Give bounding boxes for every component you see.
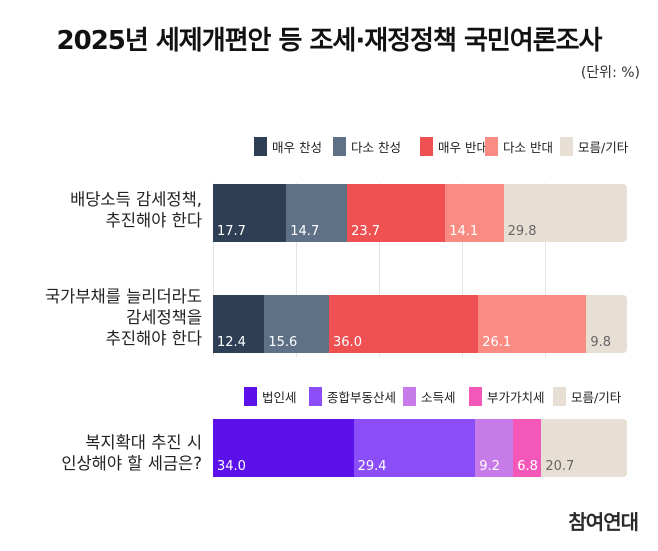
category-label-line: 국가부채를 늘리더라도 bbox=[44, 287, 202, 306]
data-label: 20.7 bbox=[545, 459, 575, 474]
stacked-bar: 12.4 15.6 36.0 26.1 9.8 bbox=[213, 295, 627, 353]
legend-swatch bbox=[403, 387, 416, 406]
legend-label: 다소 찬성 bbox=[351, 140, 401, 155]
category-label-line: 인상해야 할 세금은? bbox=[61, 454, 202, 473]
plot-gridlines bbox=[213, 183, 627, 357]
legend-swatch bbox=[333, 137, 346, 156]
data-label: 29.8 bbox=[507, 224, 537, 239]
legend-item: 다소 찬성 bbox=[333, 137, 401, 156]
stacked-bar: 34.0 29.4 9.2 6.8 20.7 bbox=[213, 419, 627, 477]
bar-segment: 29.8 bbox=[503, 184, 627, 242]
data-label: 6.8 bbox=[517, 459, 538, 474]
bar-segment: 9.8 bbox=[586, 295, 627, 353]
bar-segment: 36.0 bbox=[329, 295, 479, 353]
data-label: 17.7 bbox=[217, 224, 246, 239]
category-label-line: 복지확대 추진 시 bbox=[85, 433, 202, 452]
data-label: 34.0 bbox=[217, 459, 246, 474]
gridline bbox=[379, 183, 380, 357]
legend-item: 다소 반대 bbox=[485, 137, 553, 156]
bar-segment: 14.1 bbox=[445, 184, 504, 242]
legend-item: 법인세 bbox=[244, 387, 297, 406]
logo-chamyeoyeondae: 참여연대 bbox=[568, 510, 639, 534]
gridline bbox=[296, 183, 297, 357]
legend-item: 모름/기타 bbox=[560, 137, 628, 156]
legend-item: 매우 반대 bbox=[420, 137, 488, 156]
legend-label: 매우 찬성 bbox=[272, 140, 322, 155]
legend-item: 부가가치세 bbox=[469, 387, 545, 406]
legend-item: 모름/기타 bbox=[553, 387, 621, 406]
data-label: 26.1 bbox=[482, 335, 512, 350]
bar-segment: 15.6 bbox=[264, 295, 330, 353]
bar-segment: 34.0 bbox=[213, 419, 354, 477]
legend-label: 매우 반대 bbox=[438, 140, 488, 155]
category-label: 배당소득 감세정책, 추진해야 한다 bbox=[0, 189, 202, 231]
data-label: 12.4 bbox=[217, 335, 246, 350]
legend-swatch bbox=[560, 137, 573, 156]
legend-label: 종합부동산세 bbox=[327, 390, 397, 405]
legend-label: 소득세 bbox=[421, 390, 456, 405]
legend-swatch bbox=[553, 387, 566, 406]
data-label: 23.7 bbox=[351, 224, 381, 239]
bar-segment: 23.7 bbox=[347, 184, 446, 242]
legend-swatch bbox=[469, 387, 482, 406]
category-label-line: 배당소득 감세정책, bbox=[70, 190, 202, 209]
category-label-line: 추진해야 한다 bbox=[105, 329, 202, 348]
legend-item: 매우 찬성 bbox=[254, 137, 322, 156]
data-label: 14.7 bbox=[290, 224, 320, 239]
gridline bbox=[545, 183, 546, 357]
legend-tax: 법인세 종합부동산세 소득세 부가가치세 모름/기타 bbox=[0, 387, 658, 407]
legend-opinion: 매우 찬성 다소 찬성 매우 반대 다소 반대 모름/기타 bbox=[0, 137, 658, 157]
bar-segment: 29.4 bbox=[353, 419, 476, 477]
legend-item: 종합부동산세 bbox=[309, 387, 396, 406]
legend-swatch bbox=[309, 387, 322, 406]
category-label-line: 추진해야 한다 bbox=[105, 211, 202, 230]
bar-segment: 12.4 bbox=[213, 295, 265, 353]
stacked-bar: 17.7 14.7 23.7 14.1 29.8 bbox=[213, 184, 627, 242]
bar-segment: 6.8 bbox=[513, 419, 542, 477]
bar-segment: 17.7 bbox=[213, 184, 287, 242]
bar-segment: 14.7 bbox=[286, 184, 348, 242]
gridline bbox=[462, 183, 463, 357]
legend-swatch bbox=[420, 137, 433, 156]
bar-segment: 9.2 bbox=[475, 419, 514, 477]
legend-swatch bbox=[485, 137, 498, 156]
data-label: 9.8 bbox=[590, 335, 612, 350]
legend-label: 법인세 bbox=[262, 390, 297, 405]
data-label: 9.2 bbox=[479, 459, 500, 474]
data-label: 36.0 bbox=[333, 335, 362, 350]
legend-label: 모름/기타 bbox=[578, 140, 629, 155]
data-label: 29.4 bbox=[357, 459, 387, 474]
legend-item: 소득세 bbox=[403, 387, 456, 406]
data-label: 15.6 bbox=[268, 335, 298, 350]
gridline bbox=[213, 183, 214, 357]
legend-label: 모름/기타 bbox=[571, 390, 622, 405]
unit-label: (단위: %) bbox=[580, 65, 640, 81]
legend-label: 부가가치세 bbox=[487, 390, 545, 405]
legend-swatch bbox=[244, 387, 257, 406]
data-label: 14.1 bbox=[449, 224, 479, 239]
category-label-line: 감세정책을 bbox=[126, 308, 202, 327]
bar-segment: 26.1 bbox=[478, 295, 587, 353]
bar-segment: 20.7 bbox=[541, 419, 627, 477]
legend-label: 다소 반대 bbox=[503, 140, 553, 155]
legend-swatch bbox=[254, 137, 267, 156]
chart-title: 2025년 세제개편안 등 조세·재정정책 국민여론조사 bbox=[56, 26, 603, 56]
